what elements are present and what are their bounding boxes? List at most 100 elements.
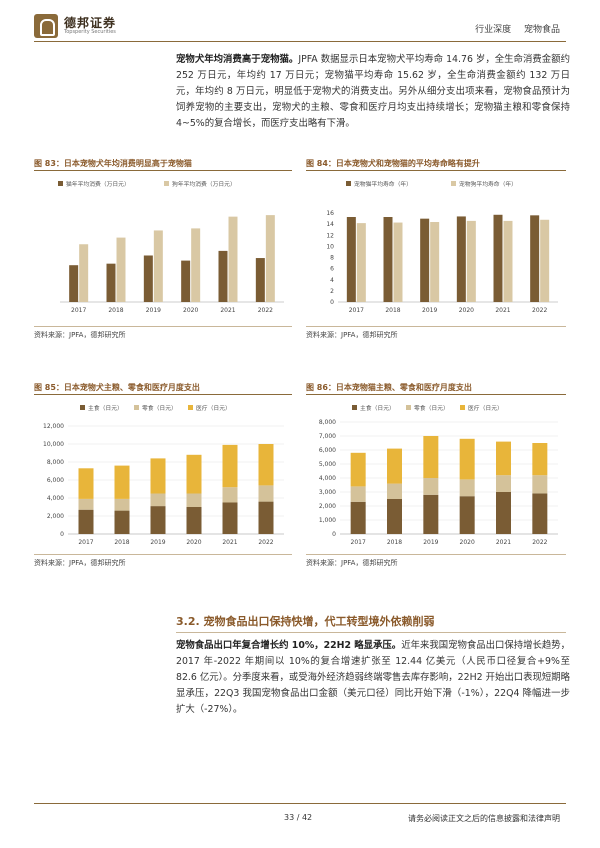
footer-disclaimer: 请务必阅读正文之后的信息披露和法律声明 xyxy=(408,814,560,823)
page-header: 德邦证券 Topsperity Securities 行业深度 宠物食品 xyxy=(0,0,600,48)
fig85-segment-2-2017 xyxy=(78,468,94,499)
header-meta: 行业深度 宠物食品 xyxy=(465,22,560,35)
fig85-segment-2-2021 xyxy=(222,444,238,488)
fig86-segment-1-2018 xyxy=(387,483,402,499)
fig86-legend-swatch-1 xyxy=(406,405,411,410)
fig85-legend-swatch-1 xyxy=(134,405,139,410)
fig86-chart: 主食（日元） 零食（日元） 医疗（日元） 0 1,000 2,000 3,000 4,000 5… xyxy=(319,404,558,546)
fig83-xtick-label: 2018 xyxy=(108,307,123,314)
fig86-xtick-label: 2017 xyxy=(351,539,366,546)
fig84-legend-swatch-0 xyxy=(346,181,351,186)
fig84-ytick-label: 12 xyxy=(326,232,334,239)
fig84-bottom-rule xyxy=(306,326,566,327)
fig83-xtick-label: 2022 xyxy=(258,307,273,314)
fig83-xtick-label: 2021 xyxy=(220,307,235,314)
fig85-ytick-label: 4,000 xyxy=(47,495,64,502)
fig85-segment-2-2022 xyxy=(258,444,274,486)
fig85-segment-0-2021 xyxy=(222,502,238,534)
fig85-segment-1-2018 xyxy=(114,498,130,511)
fig86-source: 资料来源：JPFA，德邦研究所 xyxy=(306,559,398,567)
fig85-segment-0-2017 xyxy=(78,509,94,534)
fig83-bar-1-2021 xyxy=(228,216,238,302)
fig86-ytick-label: 1,000 xyxy=(319,517,336,524)
fig83-xtick-label: 2019 xyxy=(146,307,161,314)
fig83-bar-1-2017 xyxy=(79,244,89,302)
fig85-xtick-label: 2019 xyxy=(150,539,165,546)
fig83-bar-0-2021 xyxy=(218,250,228,302)
fig84-ytick-label: 16 xyxy=(326,210,334,217)
fig85-ytick-label: 0 xyxy=(60,531,64,538)
fig85-segment-2-2018 xyxy=(114,465,130,499)
fig84-ytick-label: 0 xyxy=(330,299,334,306)
fig86-ytick-label: 4,000 xyxy=(319,475,336,482)
fig86-segment-1-2022 xyxy=(532,475,548,494)
fig84-ytick-label: 4 xyxy=(330,277,334,284)
logo-text: 德邦证券 xyxy=(64,16,117,30)
fig83-title-rule xyxy=(34,170,292,171)
fig85-legend-swatch-2 xyxy=(188,405,193,410)
fig86-segment-0-2017 xyxy=(350,501,366,534)
fig85-title-rule xyxy=(34,394,292,395)
fig84-legend-label-1: 宠物狗平均寿命（年） xyxy=(459,180,517,188)
fig86-legend-label-2: 医疗（日元） xyxy=(468,404,503,412)
header-category: 行业深度 xyxy=(475,25,512,35)
fig85-segment-0-2022 xyxy=(258,501,274,534)
fig83-bar-1-2022 xyxy=(265,215,275,302)
fig86-segment-0-2020 xyxy=(459,496,475,534)
fig86-segment-2-2018 xyxy=(387,448,402,484)
fig84-ytick-label: 8 xyxy=(330,255,334,262)
fig84-ytick-label: 10 xyxy=(326,243,334,250)
fig84-bar-1-2022 xyxy=(540,219,550,302)
fig83-legend-swatch-0 xyxy=(58,181,63,186)
fig83-legend-label-1: 狗年平均消费（万日元） xyxy=(172,180,236,188)
fig84-ytick-label: 6 xyxy=(330,266,334,273)
fig84-legend-label-0: 宠物猫平均寿命（年） xyxy=(354,180,412,188)
fig84-title-rule xyxy=(306,170,566,171)
fig86-xtick-label: 2018 xyxy=(387,539,402,546)
fig86-ytick-label: 8,000 xyxy=(319,419,336,426)
fig85-segment-0-2020 xyxy=(186,507,202,534)
fig86-segment-2-2019 xyxy=(423,436,439,478)
intro-body: JPFA 数据显示日本宠物犬平均寿命 14.76 岁，全生命消费金额约 252 … xyxy=(176,54,570,129)
fig86-segment-2-2020 xyxy=(459,438,475,480)
fig86-segment-1-2019 xyxy=(423,478,439,495)
fig84-bar-1-2021 xyxy=(503,220,513,302)
fig86-bottom-rule xyxy=(306,554,566,555)
fig85-segment-1-2022 xyxy=(258,485,274,502)
fig86-legend-swatch-0 xyxy=(352,405,357,410)
fig86-ytick-label: 2,000 xyxy=(319,503,336,510)
fig84-xtick-label: 2021 xyxy=(495,307,510,314)
fig83-bar-1-2019 xyxy=(153,230,163,302)
fig84-ytick-label: 2 xyxy=(330,288,334,295)
fig83-chart: 猫年平均消费（万日元） 狗年平均消费（万日元） 2017 2018 2019 2020 20… xyxy=(58,180,284,314)
fig84-xtick-label: 2020 xyxy=(459,307,474,314)
fig85-ytick-label: 2,000 xyxy=(47,513,64,520)
fig85-xtick-label: 2018 xyxy=(114,539,129,546)
fig85-segment-1-2020 xyxy=(186,493,202,507)
fig86-segment-0-2019 xyxy=(423,494,439,534)
fig83-bar-1-2018 xyxy=(116,237,126,302)
fig86-title-rule xyxy=(306,394,566,395)
fig84-bar-0-2022 xyxy=(530,215,540,302)
fig84-bar-0-2017 xyxy=(346,217,356,302)
fig86-segment-1-2017 xyxy=(350,486,366,502)
fig83-source: 资料来源：JPFA，德邦研究所 xyxy=(34,331,126,339)
fig84-chart: 宠物猫平均寿命（年） 宠物狗平均寿命（年） 0 2 4 6 8 10 12 14 16 2017 201… xyxy=(326,180,558,314)
fig86-title: 图 86：日本宠物猫主粮、零食和医疗月度支出 xyxy=(306,383,472,392)
fig85-ytick-label: 8,000 xyxy=(47,459,64,466)
page-number: 33 / 42 xyxy=(284,813,313,822)
fig86-segment-0-2018 xyxy=(387,499,402,534)
fig85-segment-1-2019 xyxy=(150,493,166,507)
fig85-bottom-rule xyxy=(34,554,292,555)
logo-icon xyxy=(34,14,58,38)
fig85-ytick-label: 6,000 xyxy=(47,477,64,484)
fig83-title: 图 83：日本宠物犬年均消费明显高于宠物猫 xyxy=(34,159,192,168)
fig85-segment-2-2020 xyxy=(186,454,202,494)
fig84-legend-swatch-1 xyxy=(451,181,456,186)
fig85-legend-swatch-0 xyxy=(80,405,85,410)
fig85-legend-label-2: 医疗（日元） xyxy=(196,404,231,412)
fig83-bar-0-2019 xyxy=(143,255,153,302)
fig86-segment-2-2022 xyxy=(532,443,548,476)
fig83-xtick-label: 2020 xyxy=(183,307,198,314)
fig86-xtick-label: 2022 xyxy=(532,539,547,546)
